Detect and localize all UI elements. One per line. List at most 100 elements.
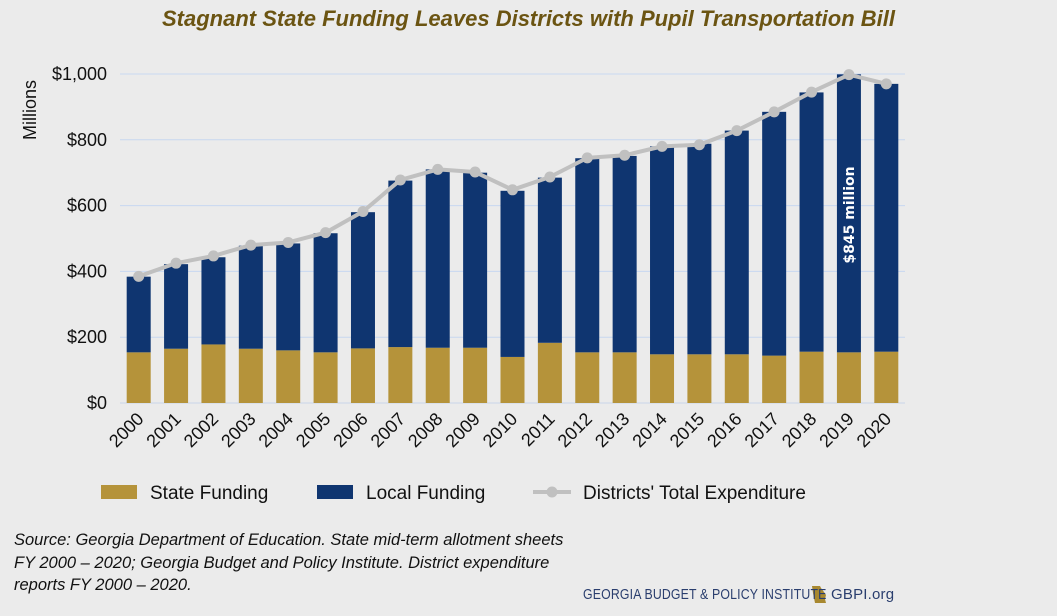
bar-local-funding-2006 xyxy=(350,212,375,349)
bar-state-funding-2009 xyxy=(463,347,488,403)
footer-url: GBPI.org xyxy=(831,586,895,603)
legend-swatch xyxy=(101,485,137,499)
total-expenditure-point-2000 xyxy=(133,270,145,282)
total-expenditure-point-2019 xyxy=(843,69,855,81)
bar-state-funding-2018 xyxy=(799,351,824,403)
bar-local-funding-2014 xyxy=(650,146,675,355)
bar-state-funding-2005 xyxy=(313,352,338,403)
bar-state-funding-2016 xyxy=(724,354,749,403)
y-tick-label: $1,000 xyxy=(52,64,107,84)
x-tick-label-2009: 2009 xyxy=(441,409,483,451)
bar-state-funding-2006 xyxy=(350,348,375,403)
legend-item: Local Funding xyxy=(317,483,485,504)
x-tick-label-2015: 2015 xyxy=(666,409,708,451)
bar-state-funding-2012 xyxy=(575,352,600,403)
total-expenditure-point-2020 xyxy=(880,78,892,90)
legend-item: State Funding xyxy=(101,483,268,504)
total-expenditure-point-2011 xyxy=(544,171,556,183)
total-expenditure-point-2016 xyxy=(731,125,743,137)
bar-state-funding-2017 xyxy=(762,355,787,403)
total-expenditure-point-2006 xyxy=(357,206,369,218)
x-tick-label-2004: 2004 xyxy=(255,409,297,451)
x-tick-label-2019: 2019 xyxy=(815,409,857,451)
total-expenditure-point-2013 xyxy=(619,149,631,161)
bar-state-funding-2003 xyxy=(238,348,263,403)
bar-state-funding-2014 xyxy=(650,354,675,403)
bar-state-funding-2007 xyxy=(388,347,413,403)
bar-local-funding-2004 xyxy=(276,243,301,351)
y-axis-ticks: $0 $200 $400 $600 $800 $1,000 xyxy=(52,64,107,413)
annotations: $845 million xyxy=(842,166,858,263)
bar-state-funding-2002 xyxy=(201,344,226,403)
x-tick-label-2020: 2020 xyxy=(853,409,895,451)
bar-state-funding-2015 xyxy=(687,354,712,403)
bar-local-funding-2017 xyxy=(762,111,787,356)
bar-state-funding-2004 xyxy=(276,350,301,403)
x-tick-label-2018: 2018 xyxy=(778,409,820,451)
bars xyxy=(126,74,899,403)
x-tick-label-2005: 2005 xyxy=(292,409,334,451)
bar-state-funding-2013 xyxy=(612,352,637,403)
x-tick-label-2017: 2017 xyxy=(741,409,783,451)
bar-local-funding-2013 xyxy=(612,155,637,353)
bar-state-funding-2011 xyxy=(537,342,562,403)
total-expenditure-point-2012 xyxy=(581,152,593,164)
total-expenditure-point-2007 xyxy=(394,174,406,186)
bar-local-funding-2009 xyxy=(463,172,488,348)
y-tick-label: $400 xyxy=(67,261,107,281)
footer-brand: GEORGIA BUDGET & POLICY INSTITUTE GBPI.o… xyxy=(583,585,894,604)
total-expenditure-line xyxy=(133,69,892,282)
bar-local-funding-2005 xyxy=(313,233,338,353)
bar-state-funding-2010 xyxy=(500,356,525,403)
bar-state-funding-2019 xyxy=(836,352,861,403)
total-expenditure-point-2003 xyxy=(245,239,257,251)
bar-local-funding-2012 xyxy=(575,158,600,353)
x-tick-label-2008: 2008 xyxy=(404,409,446,451)
bar-state-funding-2001 xyxy=(164,348,189,403)
legend-marker xyxy=(546,486,558,498)
source-note: Source: Georgia Department of Education.… xyxy=(14,531,564,594)
georgia-state-icon xyxy=(812,586,826,603)
bar-state-funding-2020 xyxy=(874,351,899,403)
x-tick-label-2001: 2001 xyxy=(142,409,184,451)
total-expenditure-point-2001 xyxy=(170,257,182,269)
bar-local-funding-2015 xyxy=(687,143,712,355)
x-tick-label-2002: 2002 xyxy=(180,409,222,451)
legend: State Funding Local Funding Districts' Tot… xyxy=(101,483,806,504)
legend-label: Local Funding xyxy=(366,483,485,504)
x-tick-label-2007: 2007 xyxy=(367,409,409,451)
bar-local-funding-2011 xyxy=(537,177,562,343)
y-tick-label: $800 xyxy=(67,130,107,150)
bar-local-funding-2002 xyxy=(201,257,226,345)
legend-label: State Funding xyxy=(150,483,268,504)
x-tick-label-2013: 2013 xyxy=(591,409,633,451)
legend-swatch xyxy=(317,485,353,499)
total-expenditure-point-2017 xyxy=(768,106,780,118)
annotation-label: $845 million xyxy=(842,166,858,263)
bar-local-funding-2016 xyxy=(724,130,749,355)
x-tick-label-2011: 2011 xyxy=(517,409,559,451)
total-expenditure-point-2015 xyxy=(693,139,705,151)
bar-local-funding-2010 xyxy=(500,190,525,357)
bar-local-funding-2008 xyxy=(425,169,450,348)
total-expenditure-point-2010 xyxy=(507,184,518,196)
bar-local-funding-2000 xyxy=(126,276,151,353)
legend-item: Districts' Total Expenditure xyxy=(533,483,806,504)
bar-local-funding-2020 xyxy=(874,83,899,352)
bar-local-funding-2001 xyxy=(164,264,189,349)
x-tick-label-2010: 2010 xyxy=(479,409,521,451)
total-expenditure-point-2014 xyxy=(656,140,668,152)
legend-label: Districts' Total Expenditure xyxy=(583,483,806,504)
bar-local-funding-2019 xyxy=(836,74,861,353)
y-axis-title: Millions xyxy=(20,80,40,140)
x-axis-ticks: 2000200120022003200420052006200720082009… xyxy=(105,409,895,451)
total-expenditure-point-2002 xyxy=(207,250,219,262)
total-expenditure-point-2018 xyxy=(806,86,818,98)
x-tick-label-2003: 2003 xyxy=(217,409,259,451)
bar-local-funding-2018 xyxy=(799,92,824,352)
x-tick-label-2014: 2014 xyxy=(628,409,670,451)
bar-local-funding-2007 xyxy=(388,180,413,348)
total-expenditure-point-2009 xyxy=(469,166,481,178)
x-tick-label-2016: 2016 xyxy=(703,409,745,451)
